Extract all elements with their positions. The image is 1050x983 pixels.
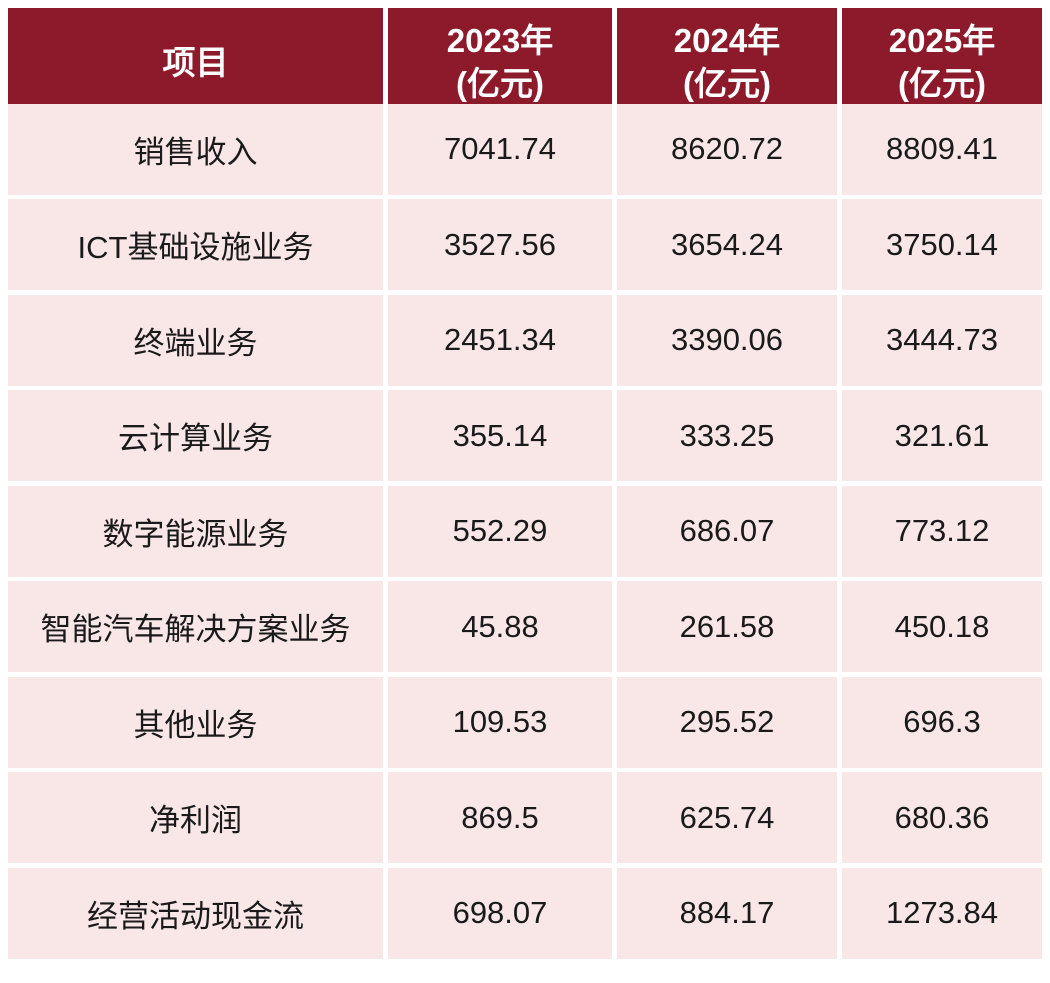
value-cell: 773.12 — [842, 485, 1042, 577]
header-cell-year-2025: 2025年 (亿元) — [842, 8, 1042, 118]
value-cell: 686.07 — [617, 485, 837, 577]
value-cell: 625.74 — [617, 772, 837, 863]
value-cell: 696.3 — [842, 676, 1042, 768]
row-label-cell: 净利润 — [8, 772, 383, 863]
value-cell: 8809.41 — [842, 103, 1042, 195]
value-cell: 680.36 — [842, 772, 1042, 863]
value-cell: 3750.14 — [842, 199, 1042, 290]
value-cell: 3527.56 — [388, 199, 612, 290]
row-label-cell: ICT基础设施业务 — [8, 199, 383, 290]
value-cell: 321.61 — [842, 390, 1042, 481]
value-cell: 355.14 — [388, 390, 612, 481]
value-cell: 884.17 — [617, 867, 837, 959]
value-cell: 698.07 — [388, 867, 612, 959]
value-cell: 869.5 — [388, 772, 612, 863]
row-label-cell: 云计算业务 — [8, 390, 383, 481]
value-cell: 7041.74 — [388, 103, 612, 195]
row-label-cell: 销售收入 — [8, 103, 383, 195]
row-label-cell: 智能汽车解决方案业务 — [8, 581, 383, 672]
value-cell: 261.58 — [617, 581, 837, 672]
row-label-cell: 终端业务 — [8, 294, 383, 386]
header-cell-year-2024: 2024年 (亿元) — [617, 8, 837, 118]
row-label-cell: 其他业务 — [8, 676, 383, 768]
header-cell-year-2023: 2023年 (亿元) — [388, 8, 612, 118]
row-label-cell: 数字能源业务 — [8, 485, 383, 577]
value-cell: 333.25 — [617, 390, 837, 481]
value-cell: 450.18 — [842, 581, 1042, 672]
value-cell: 3390.06 — [617, 294, 837, 386]
value-cell: 3444.73 — [842, 294, 1042, 386]
value-cell: 109.53 — [388, 676, 612, 768]
value-cell: 8620.72 — [617, 103, 837, 195]
value-cell: 295.52 — [617, 676, 837, 768]
value-cell: 2451.34 — [388, 294, 612, 386]
value-cell: 552.29 — [388, 485, 612, 577]
row-label-cell: 经营活动现金流 — [8, 867, 383, 959]
value-cell: 1273.84 — [842, 867, 1042, 959]
value-cell: 3654.24 — [617, 199, 837, 290]
header-cell-item: 项目 — [8, 8, 383, 118]
value-cell: 45.88 — [388, 581, 612, 672]
